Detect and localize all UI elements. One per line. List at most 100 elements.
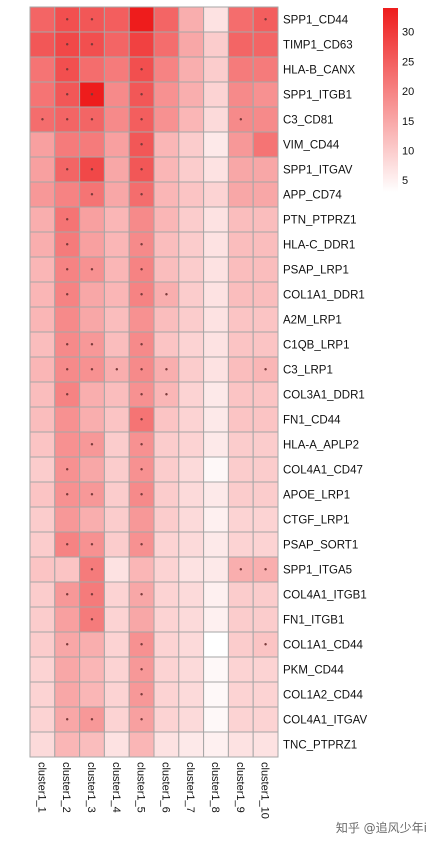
heatmap-cell (103, 206, 130, 233)
significance-dot: • (66, 115, 69, 125)
heatmap-cell (203, 306, 229, 333)
column-labels: cluster1_1 cluster1_2 cluster1_3 cluster1_4… (35, 762, 270, 819)
heatmap-cell (29, 306, 56, 333)
heatmap-cell (153, 456, 180, 483)
heatmap-cell (178, 106, 205, 133)
significance-dot: • (90, 190, 93, 200)
heatmap-cell (153, 206, 180, 233)
column-label: cluster1_10 (259, 762, 271, 819)
significance-dot: • (90, 40, 93, 50)
heatmap-cell (29, 381, 56, 408)
heatmap-cell (252, 31, 279, 58)
row-label: C1QB_LRP1 (283, 340, 349, 352)
significance-dot: • (66, 340, 69, 350)
heatmap-cell (178, 281, 205, 308)
heatmap-cell (103, 606, 130, 633)
significance-dot: • (90, 340, 93, 350)
significance-dot: • (66, 15, 69, 25)
significance-dot: • (90, 540, 93, 550)
heatmap-cell (203, 456, 229, 483)
heatmap-cell (203, 431, 229, 458)
heatmap-cell (103, 281, 130, 308)
heatmap-cell (79, 256, 105, 283)
heatmap-cell (79, 206, 105, 233)
heatmap-cell (203, 556, 229, 583)
significance-dot: • (165, 290, 168, 300)
heatmap-cell (29, 681, 56, 708)
significance-dot: • (90, 165, 93, 175)
legend-tick-label: 15 (402, 116, 414, 128)
heatmap-cell (227, 281, 254, 308)
heatmap-cell (178, 306, 205, 333)
heatmap-cell (128, 656, 155, 683)
legend-tick-label: 30 (402, 27, 414, 39)
heatmap-cell (128, 181, 155, 208)
significance-dot: • (66, 215, 69, 225)
heatmap-cell (178, 31, 205, 58)
heatmap-cell (103, 81, 130, 108)
heatmap-cell (252, 156, 279, 183)
heatmap-cell (128, 206, 155, 233)
heatmap-cell (103, 481, 130, 508)
significance-dot: • (140, 240, 143, 250)
heatmap-cell (227, 456, 254, 483)
heatmap-cell (178, 656, 205, 683)
heatmap-cell (153, 56, 180, 83)
heatmap-cell (203, 581, 229, 608)
significance-dot: • (165, 390, 168, 400)
heatmap-cell (227, 556, 254, 583)
heatmap-cell (227, 506, 254, 533)
row-label: PSAP_SORT1 (283, 540, 358, 552)
significance-dot: • (140, 490, 143, 500)
heatmap-cell (54, 356, 81, 383)
heatmap-cell (227, 581, 254, 608)
heatmap-cell (128, 506, 155, 533)
row-label: C3_LRP1 (283, 365, 333, 377)
heatmap-cell (227, 306, 254, 333)
heatmap-cell (252, 231, 279, 258)
heatmap-cell (153, 31, 180, 58)
heatmap-cell (103, 406, 130, 433)
heatmap-cell (178, 331, 205, 358)
heatmap-cell (29, 631, 56, 658)
heatmap-cell (54, 631, 81, 658)
heatmap-cell (252, 656, 279, 683)
significance-dot: • (90, 565, 93, 575)
heatmap-cell (79, 406, 105, 433)
heatmap-cell (203, 631, 229, 658)
heatmap-cell (203, 381, 229, 408)
heatmap-cell (29, 331, 56, 358)
heatmap-cell (29, 206, 56, 233)
heatmap-cell (79, 181, 105, 208)
heatmap-cell (203, 181, 229, 208)
significance-dot: • (90, 265, 93, 275)
heatmap-cell (153, 331, 180, 358)
heatmap-cell (178, 6, 205, 33)
heatmap-cell (29, 456, 56, 483)
heatmap-cell (54, 56, 81, 83)
row-label: SPP1_ITGA5 (283, 565, 352, 577)
heatmap-cell (54, 706, 81, 733)
heatmap-cell (153, 681, 180, 708)
heatmap-cell (203, 731, 229, 758)
heatmap-cell (203, 106, 229, 133)
heatmap-cell (252, 331, 279, 358)
heatmap-cell (29, 156, 56, 183)
significance-dot: • (140, 540, 143, 550)
heatmap-cell (153, 156, 180, 183)
heatmap-cell (203, 281, 229, 308)
heatmap-cell (203, 81, 229, 108)
heatmap-cells (29, 6, 279, 758)
significance-dot: • (66, 365, 69, 375)
significance-dot: • (66, 65, 69, 75)
significance-dot: • (66, 590, 69, 600)
heatmap-cell (29, 231, 56, 258)
significance-dot: • (66, 490, 69, 500)
heatmap-cell (29, 6, 56, 33)
heatmap-cell (227, 206, 254, 233)
heatmap-cell (203, 31, 229, 58)
heatmap-cell (227, 381, 254, 408)
row-label: FN1_ITGB1 (283, 615, 344, 627)
heatmap-cell (178, 231, 205, 258)
column-label: cluster1_1 (35, 762, 47, 813)
